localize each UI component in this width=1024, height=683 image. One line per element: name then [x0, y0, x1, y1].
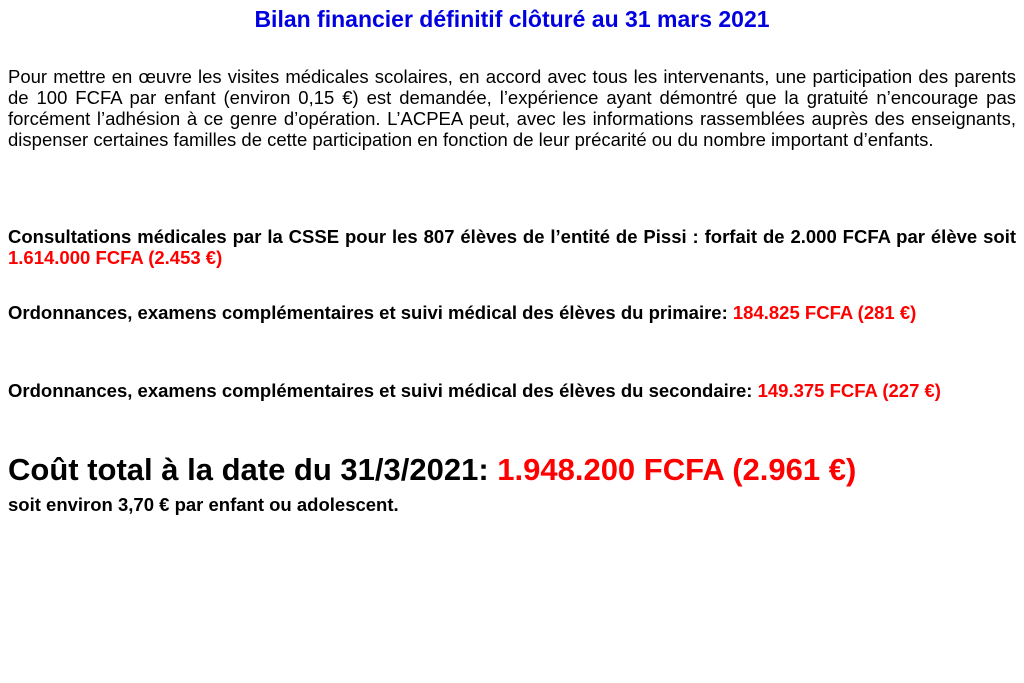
item-amount: 149.375 FCFA (227 €)	[757, 380, 941, 401]
total-amount: 1.948.200 FCFA (2.961 €)	[497, 452, 857, 487]
item: Ordonnances, examens complémentaires et …	[8, 302, 1016, 323]
intro: Pour mettre en œuvre les visites médical…	[8, 66, 1016, 150]
total-label: Coût total à la date du 31/3/2021:	[8, 452, 489, 487]
item-text: Ordonnances, examens complémentaires et …	[8, 302, 728, 323]
total-note: soit environ 3,70 € par enfant ou adoles…	[8, 494, 399, 515]
item-text: Ordonnances, examens complémentaires et …	[8, 380, 753, 401]
title: Bilan financier définitif clôturé au 31 …	[254, 6, 770, 32]
item: Consultations médicales par la CSSE pour…	[8, 226, 1016, 268]
item: Ordonnances, examens complémentaires et …	[8, 380, 1016, 401]
total: Coût total à la date du 31/3/2021: 1.948…	[8, 452, 856, 488]
item-text: Consultations médicales par la CSSE pour…	[8, 226, 1016, 247]
item-amount: 184.825 FCFA (281 €)	[732, 302, 917, 323]
item-amount: 1.614.000 FCFA (2.453 €)	[8, 247, 223, 268]
